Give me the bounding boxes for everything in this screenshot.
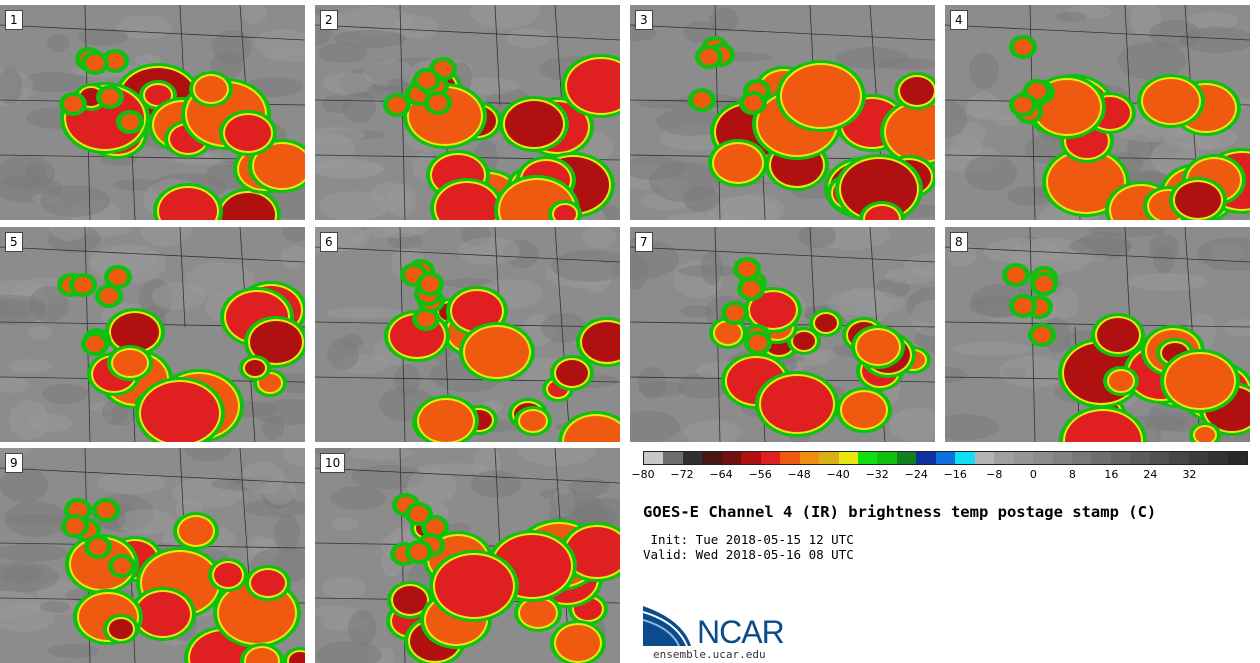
colorbar-swatch — [877, 452, 897, 464]
colorbar-swatch — [819, 452, 839, 464]
panel-number: 3 — [635, 10, 653, 30]
init-time: Init: Tue 2018-05-15 12 UTC — [643, 532, 854, 547]
colorbar-tick-label: −56 — [748, 468, 772, 481]
panel-9: 9 — [0, 448, 305, 663]
panel-number: 9 — [5, 453, 23, 473]
colorbar-swatch — [702, 452, 722, 464]
panel-number: 5 — [5, 232, 23, 252]
panel-number: 6 — [320, 232, 338, 252]
panel-3: 3 — [630, 5, 935, 220]
colorbar-swatch — [974, 452, 995, 464]
colorbar-tick-label: −16 — [943, 468, 967, 481]
colorbar-swatch — [741, 452, 761, 464]
colorbar-swatch — [896, 452, 917, 464]
colorbar-swatch — [1091, 452, 1111, 464]
colorbar-swatch — [838, 452, 858, 464]
colorbar-swatch — [935, 452, 956, 464]
panel-number: 4 — [950, 10, 968, 30]
colorbar-swatch — [682, 452, 703, 464]
colorbar-tick-label: −64 — [709, 468, 733, 481]
colorbar-swatch — [1013, 452, 1034, 464]
temperature-colorbar — [643, 451, 1248, 465]
colorbar-tick-label: 0 — [1029, 468, 1037, 481]
colorbar-swatch — [1052, 452, 1072, 464]
site-url: ensemble.ucar.edu — [653, 648, 766, 661]
colorbar-tick-label: −48 — [787, 468, 811, 481]
panel-7: 7 — [630, 227, 935, 442]
panel-number: 1 — [5, 10, 23, 30]
colorbar-tick-label: 32 — [1182, 468, 1197, 481]
colorbar-tick-label: −24 — [904, 468, 928, 481]
panel-6: 6 — [315, 227, 620, 442]
colorbar-tick-label: 16 — [1104, 468, 1119, 481]
colorbar-tick-label: −8 — [986, 468, 1003, 481]
colorbar-swatch — [663, 452, 683, 464]
panel-2: 2 — [315, 5, 620, 220]
colorbar-swatch — [760, 452, 781, 464]
valid-time: Valid: Wed 2018-05-16 08 UTC — [643, 547, 854, 562]
figure-title: GOES-E Channel 4 (IR) brightness temp po… — [643, 503, 1157, 521]
colorbar-swatch — [1071, 452, 1092, 464]
colorbar-swatch — [799, 452, 820, 464]
panel-number: 8 — [950, 232, 968, 252]
colorbar-swatch — [916, 452, 936, 464]
colorbar-swatch — [1169, 452, 1189, 464]
colorbar-swatch — [1188, 452, 1209, 464]
colorbar-swatch — [644, 452, 664, 464]
ncar-logo-icon — [643, 606, 691, 646]
colorbar-swatch — [857, 452, 878, 464]
colorbar-ticks: −80 −72 −64 −56 −48 −40 −32 −24 −16 −8 0 8 16 24 32 — [631, 468, 1248, 484]
ncar-wordmark: NCAR — [697, 614, 785, 650]
panel-4: 4 — [945, 5, 1250, 220]
panel-10: 10 — [315, 448, 620, 663]
colorbar-tick-label: −32 — [865, 468, 889, 481]
panel-1: 1 — [0, 5, 305, 220]
colorbar-swatch — [721, 452, 742, 464]
colorbar-tick-label: 8 — [1068, 468, 1076, 481]
colorbar-swatch — [1149, 452, 1170, 464]
panel-number: 10 — [320, 453, 346, 473]
colorbar-swatch — [1110, 452, 1131, 464]
colorbar-tick-label: 24 — [1143, 468, 1158, 481]
colorbar-tick-label: −80 — [631, 468, 655, 481]
panel-number: 2 — [320, 10, 338, 30]
panel-number: 7 — [635, 232, 653, 252]
colorbar-swatch — [994, 452, 1014, 464]
colorbar-swatch — [1130, 452, 1150, 464]
colorbar-tick-label: −72 — [670, 468, 694, 481]
colorbar-swatch — [1033, 452, 1053, 464]
panel-5: 5 — [0, 227, 305, 442]
colorbar-swatch — [780, 452, 800, 464]
colorbar-swatch — [1208, 452, 1228, 464]
colorbar-swatch — [955, 452, 975, 464]
colorbar-tick-label: −40 — [826, 468, 850, 481]
colorbar-swatch — [1227, 452, 1248, 464]
panel-8: 8 — [945, 227, 1250, 442]
